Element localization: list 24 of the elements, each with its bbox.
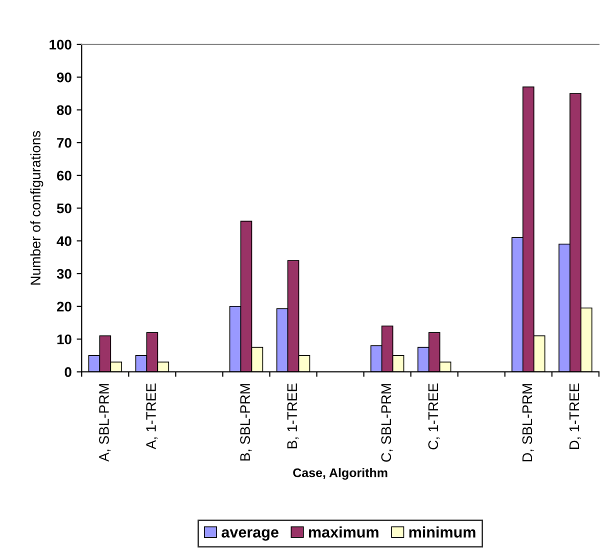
x-tick-label: A, 1-TREE <box>146 384 158 450</box>
y-tick-label: 100 <box>50 40 72 50</box>
y-tick-label: 60 <box>57 170 72 181</box>
y-axis-title: Number of configurations <box>30 131 44 285</box>
x-tick-label: B, SBL-PRM <box>240 384 252 461</box>
x-tick-label: D, SBL-PRM <box>522 384 534 462</box>
x-tick-label: B, 1-TREE <box>287 384 299 448</box>
x-tick-label: D, 1-TREE <box>569 384 581 449</box>
y-tick-label: 70 <box>57 138 72 148</box>
legend-label: average <box>222 529 278 541</box>
x-axis-title: Case, Algorithm <box>293 468 388 480</box>
legend-label: maximum <box>308 526 378 538</box>
x-tick-label: A, SBL-PRM <box>99 384 111 462</box>
y-tick-label: 10 <box>57 334 72 344</box>
x-tick-label: C, SBL-PRM <box>381 384 393 462</box>
y-tick-label: 40 <box>56 236 72 246</box>
y-tick-label: 30 <box>56 268 72 279</box>
y-tick-label: 50 <box>56 203 72 214</box>
y-tick-label: 20 <box>56 302 72 312</box>
y-tick-label: 0 <box>64 367 72 378</box>
x-tick-label: C, 1-TREE <box>428 384 440 450</box>
y-tick-label: 90 <box>56 72 72 82</box>
y-tick-label: 80 <box>56 105 72 116</box>
legend-label: minimum <box>409 526 476 538</box>
